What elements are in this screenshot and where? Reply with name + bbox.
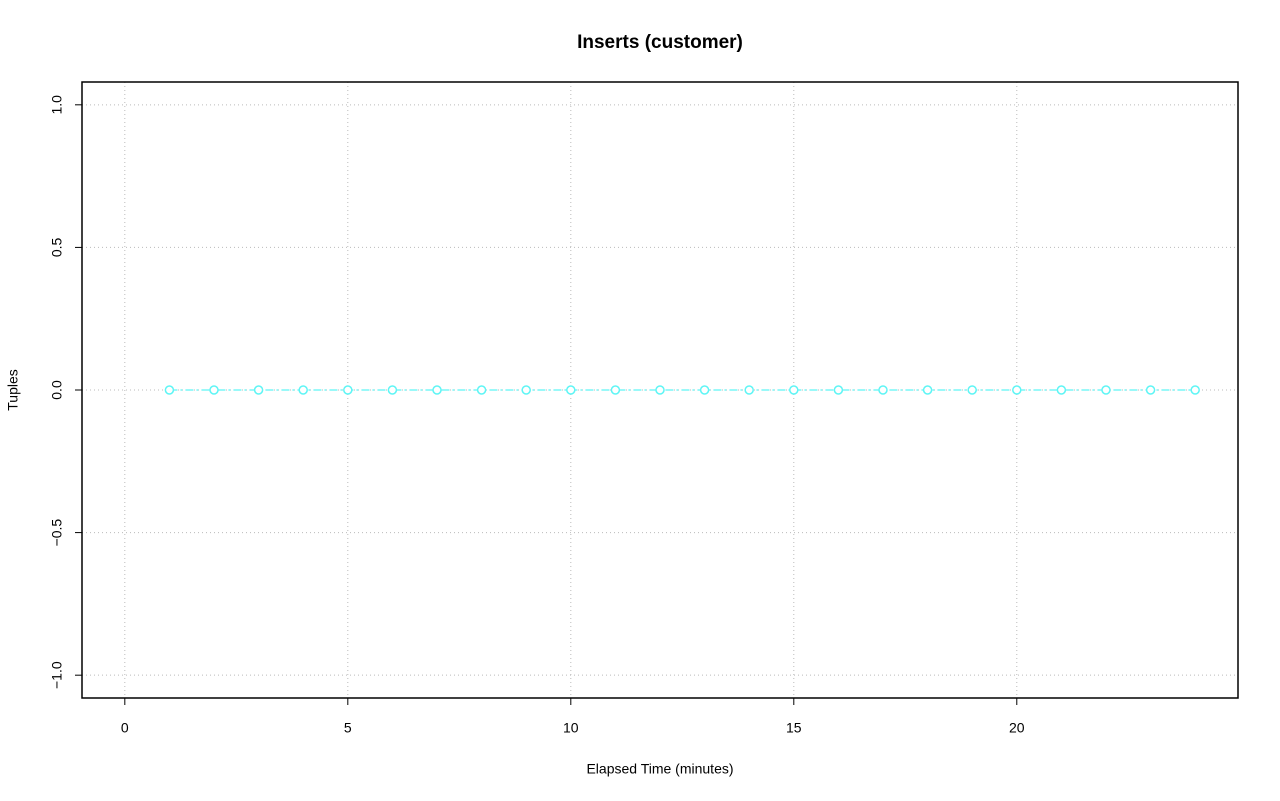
- x-tick-label: 20: [1009, 720, 1025, 736]
- x-tick-label: 10: [563, 720, 579, 736]
- x-tick-label: 0: [121, 720, 129, 736]
- point: [967, 385, 977, 395]
- point: [253, 385, 264, 395]
- point: [878, 385, 888, 395]
- x-tick-label: 15: [786, 720, 802, 736]
- y-tick-label: 0.5: [49, 237, 65, 257]
- point: [209, 385, 219, 395]
- y-axis-label: Tuples: [5, 369, 21, 411]
- point: [744, 385, 754, 395]
- point: [164, 385, 175, 395]
- chart-title: Inserts (customer): [577, 32, 743, 53]
- point: [1012, 385, 1022, 395]
- point: [1056, 385, 1067, 395]
- point: [387, 385, 398, 395]
- point: [699, 385, 710, 395]
- point: [298, 385, 308, 395]
- point: [343, 385, 353, 395]
- y-tick-label: 0.0: [49, 380, 65, 400]
- point: [566, 385, 576, 395]
- point: [521, 385, 531, 395]
- point: [1101, 385, 1111, 395]
- point: [655, 385, 665, 395]
- point: [476, 385, 487, 395]
- x-axis-label: Elapsed Time (minutes): [586, 761, 733, 777]
- x-tick-label: 5: [344, 720, 352, 736]
- point: [922, 385, 933, 395]
- point: [432, 385, 442, 395]
- point: [1145, 385, 1156, 395]
- y-tick-label: −1.0: [49, 661, 65, 689]
- point: [789, 385, 799, 395]
- point: [833, 385, 844, 395]
- y-tick-label: −0.5: [49, 519, 65, 547]
- y-tick-label: 1.0: [49, 95, 65, 115]
- point: [610, 385, 621, 395]
- plot-frame: [81, 81, 1239, 699]
- point: [1190, 385, 1200, 395]
